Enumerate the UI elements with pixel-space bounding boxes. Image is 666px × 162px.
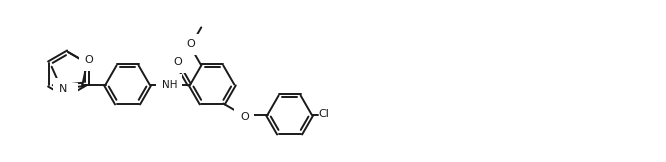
Text: N: N (64, 89, 72, 99)
Text: O: O (240, 112, 248, 122)
Text: Cl: Cl (318, 109, 330, 119)
Text: O: O (186, 39, 194, 49)
Text: NH: NH (162, 80, 177, 90)
Text: N: N (59, 84, 67, 94)
Text: O: O (85, 55, 93, 65)
Text: O: O (174, 58, 182, 67)
